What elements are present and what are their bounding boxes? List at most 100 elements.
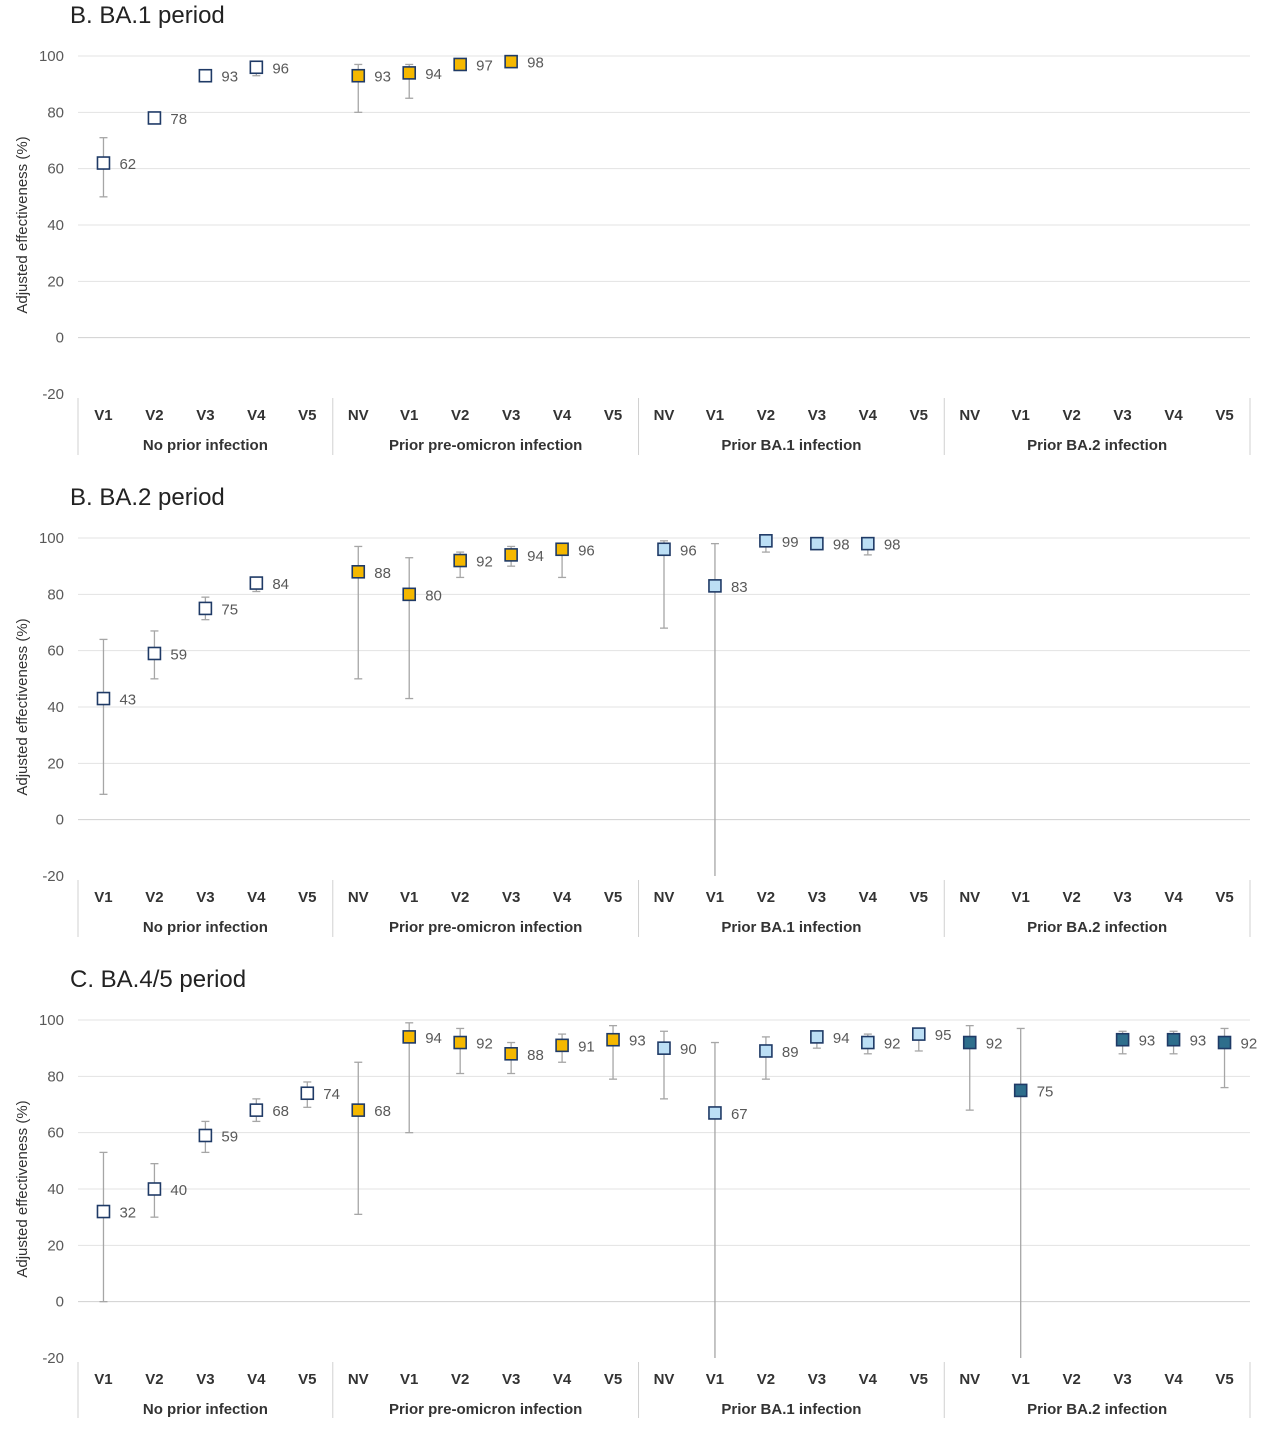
y-tick-label: 100 [39,530,64,547]
data-label: 40 [170,1182,187,1199]
y-tick-label: 0 [56,330,64,347]
y-axis-label: Adjusted effectiveness (%) [14,136,31,313]
data-label: 74 [323,1086,340,1103]
data-point-marker [402,1030,417,1044]
x-category-label: V4 [1164,1371,1183,1388]
x-category-label: V1 [706,407,724,424]
x-category-label: NV [348,889,369,906]
data-point-marker [708,579,722,593]
data-point-marker [759,1044,773,1058]
data-point-marker [657,542,671,557]
y-tick-label: 0 [56,1294,64,1311]
x-group-label: Prior BA.2 infection [1027,437,1167,454]
data-label: 68 [272,1103,289,1120]
x-category-label: V4 [859,889,878,906]
chart-panel-ba45-period: C. BA.4/5 period -20 0 20 40 60 80 100 Adjusted… [0,964,1262,1434]
x-category-label: V3 [1113,1371,1131,1388]
x-category-label: V2 [145,407,163,424]
data-label: 80 [425,587,442,604]
x-group-label: No prior infection [143,1401,268,1418]
data-point-marker [96,691,111,706]
chart-plot-area: -20 0 20 40 60 80 100 Adjusted effectiveness (%… [14,530,1251,937]
x-category-label: NV [959,1371,980,1388]
data-label: 75 [1037,1083,1054,1100]
y-tick-label: 60 [47,1125,64,1142]
x-category-label: V5 [910,407,928,424]
data-label: 94 [833,1030,850,1047]
x-category-label: V4 [1164,407,1183,424]
x-category-label: V1 [94,889,112,906]
x-category-label: V1 [1012,889,1030,906]
data-point-marker [504,1047,518,1061]
y-tick-label: -20 [42,1350,64,1367]
data-label: 94 [527,548,544,565]
data-point-marker [861,1035,875,1050]
x-category-label: V3 [196,889,214,906]
data-label: 93 [221,69,238,86]
data-point-marker [249,576,264,590]
data-label: 95 [935,1027,952,1044]
data-point-marker [1013,1083,1028,1098]
x-group-label: Prior pre-omicron infection [389,919,582,936]
x-category-label: V2 [757,889,775,906]
x-category-label: NV [654,889,675,906]
y-axis-label: Adjusted effectiveness (%) [14,618,31,795]
x-category-label: V1 [706,1371,724,1388]
chart-panel-ba2-period: B. BA.2 period -20 0 20 40 60 80 100 Adjusted e… [0,482,1262,952]
data-label: 98 [527,55,544,72]
chart-panel-ba1-period: B. BA.1 period -20 0 20 40 60 80 100 Adjusted e… [0,0,1262,470]
x-category-label: V4 [859,1371,878,1388]
chart-plot-area: -20 0 20 40 60 80 100 Adjusted effectiveness (%… [14,48,1251,455]
data-label: 75 [221,601,238,618]
y-tick-label: 20 [47,1237,64,1254]
data-point-marker [911,1027,926,1041]
x-category-label: NV [959,889,980,906]
data-label: 83 [731,579,748,596]
data-label: 78 [170,111,187,128]
data-label: 59 [221,1128,238,1145]
x-group-label: No prior infection [143,919,268,936]
x-category-label: V2 [451,889,469,906]
data-point-marker [351,1103,366,1117]
x-category-label: V2 [757,1371,775,1388]
y-tick-label: 100 [39,1012,64,1029]
data-label: 92 [1241,1036,1258,1053]
chart-title: B. BA.1 period [70,2,225,29]
x-category-label: V2 [757,407,775,424]
data-label: 93 [1139,1033,1156,1050]
data-point-marker [147,1182,162,1196]
x-category-label: V3 [502,407,520,424]
data-point-marker [453,57,467,72]
data-label: 97 [476,57,493,74]
x-group-label: Prior pre-omicron infection [389,1401,582,1418]
x-category-label: V3 [808,407,826,424]
x-category-label: V5 [298,407,316,424]
x-category-label: V3 [1113,889,1131,906]
chart-title: B. BA.2 period [70,484,225,511]
x-category-label: V2 [145,1371,163,1388]
data-point-marker [198,68,213,83]
x-group-label: Prior BA.1 infection [721,1401,861,1418]
data-label: 67 [731,1106,748,1123]
x-group-label: Prior BA.1 infection [721,919,861,936]
data-label: 59 [170,646,187,663]
data-point-marker [453,553,467,568]
data-point-marker [555,1038,569,1053]
x-category-label: V5 [298,1371,316,1388]
x-category-label: V4 [247,407,266,424]
x-category-label: V3 [1113,407,1131,424]
x-group-label: No prior infection [143,437,268,454]
x-category-label: V1 [1012,407,1030,424]
data-label: 93 [629,1033,646,1050]
data-point-marker [759,534,773,548]
x-category-label: V3 [502,889,520,906]
data-label: 88 [527,1047,544,1064]
data-label: 92 [986,1036,1003,1053]
data-point-marker [147,111,162,125]
x-category-label: V3 [808,1371,826,1388]
x-category-label: V1 [94,1371,112,1388]
data-point-marker [198,601,213,616]
x-category-label: V4 [247,889,266,906]
chart-title: C. BA.4/5 period [70,966,247,993]
x-category-label: V2 [451,407,469,424]
